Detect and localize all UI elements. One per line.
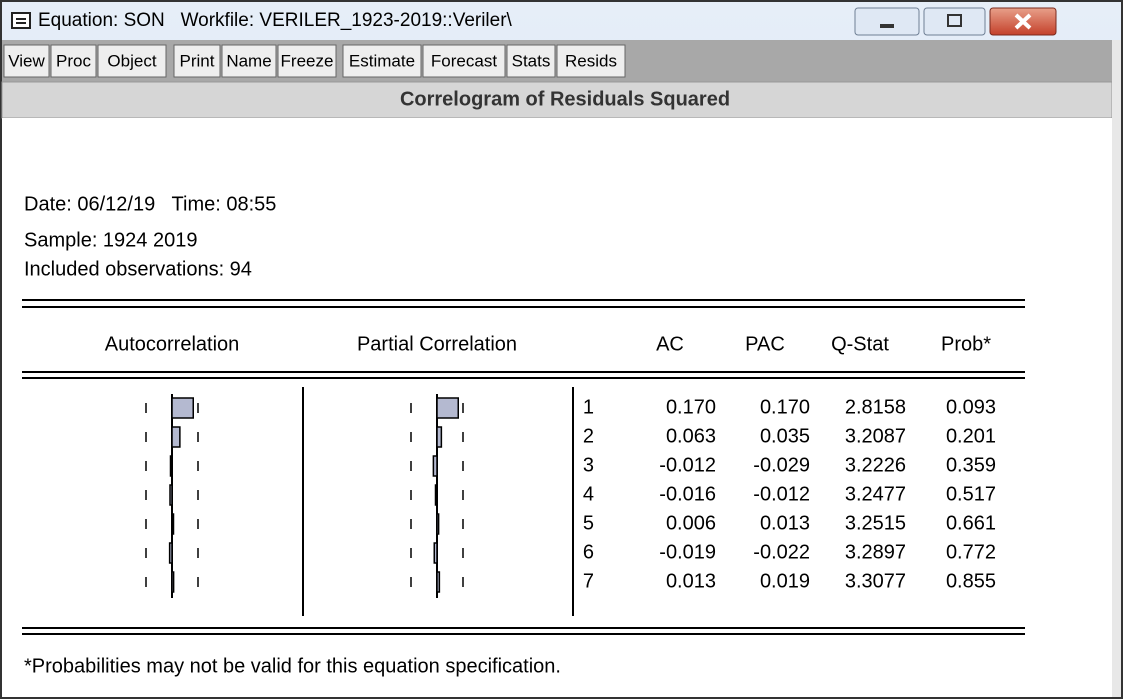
table-cell: -0.022 — [753, 541, 810, 563]
table-cell: 0.201 — [946, 425, 996, 447]
toolbar-button-label: Print — [180, 51, 215, 70]
correlation-bar — [169, 484, 173, 506]
table-cell: 3 — [583, 454, 594, 476]
table-cell: 0.359 — [946, 454, 996, 476]
table-cell: 0.855 — [946, 570, 996, 592]
toolbar-button-label: Estimate — [349, 51, 415, 70]
table-cell: 2 — [583, 425, 594, 447]
window-title: Equation: SON Workfile: VERILER_1923-201… — [38, 10, 513, 31]
table-cell: -0.029 — [753, 454, 810, 476]
correlation-bar — [171, 397, 194, 419]
correlation-bar — [169, 455, 173, 477]
toolbar-button-label: Stats — [512, 51, 551, 70]
correlation-bar — [168, 542, 173, 564]
correlation-bar — [436, 397, 459, 419]
toolbar-button-label: Name — [226, 51, 271, 70]
table-rules — [22, 299, 1025, 635]
table-cell: 7 — [583, 570, 594, 592]
column-header: Q-Stat — [831, 333, 889, 355]
toolbar-button-label: Freeze — [281, 51, 334, 70]
correlation-bar — [434, 484, 438, 506]
correlation-bar — [432, 455, 438, 477]
table-cell: -0.019 — [659, 541, 716, 563]
table-cell: 0.772 — [946, 541, 996, 563]
table-cell: 0.035 — [760, 425, 810, 447]
table-cell: 0.006 — [666, 512, 716, 534]
table-cell: -0.012 — [753, 483, 810, 505]
table-cell: -0.016 — [659, 483, 716, 505]
window-icon — [11, 12, 31, 29]
column-header: Partial Correlation — [357, 333, 517, 355]
window-edge — [1112, 40, 1121, 697]
table-cell: -0.012 — [659, 454, 716, 476]
toolbar-button[interactable] — [422, 44, 506, 78]
correlation-bar — [436, 571, 441, 593]
column-header: PAC — [745, 333, 785, 355]
toolbar-button[interactable] — [173, 44, 221, 78]
table-cell: 0.013 — [760, 512, 810, 534]
table-cell: 3.3077 — [845, 570, 906, 592]
table-cell: 3.2515 — [845, 512, 906, 534]
table-cell: 3.2897 — [845, 541, 906, 563]
column-header: Prob* — [941, 333, 991, 355]
toolbar-button[interactable] — [221, 44, 277, 78]
column-header: AC — [656, 333, 684, 355]
info-line: Sample: 1924 2019 — [24, 229, 197, 251]
toolbar-button-label: Proc — [56, 51, 91, 70]
table-cell: 0.093 — [946, 396, 996, 418]
column-header: Autocorrelation — [105, 333, 240, 355]
table-cell: 3.2087 — [845, 425, 906, 447]
correlation-bar — [171, 571, 175, 593]
correlation-bar — [436, 513, 440, 535]
toolbar-button[interactable] — [342, 44, 422, 78]
footnote: *Probabilities may not be valid for this… — [24, 655, 561, 677]
table-cell: 0.063 — [666, 425, 716, 447]
correlation-bar — [433, 542, 438, 564]
table-cell: 4 — [583, 483, 594, 505]
table-cell: 0.013 — [666, 570, 716, 592]
correlation-bar — [436, 426, 443, 448]
toolbar-button[interactable] — [506, 44, 556, 78]
table-cell: 6 — [583, 541, 594, 563]
table-cell: 3.2226 — [845, 454, 906, 476]
table-cell: 2.8158 — [845, 396, 906, 418]
toolbar-button[interactable] — [556, 44, 626, 78]
toolbar-button[interactable] — [97, 44, 167, 78]
info-line: Date: 06/12/19 Time: 08:55 — [24, 193, 276, 215]
table-cell: 3.2477 — [845, 483, 906, 505]
table-cell: 0.661 — [946, 512, 996, 534]
toolbar-button-label: View — [8, 51, 45, 70]
correlation-bar — [171, 426, 181, 448]
view-header: Correlogram of Residuals Squared — [400, 88, 730, 110]
toolbar-button[interactable] — [277, 44, 337, 78]
toolbar-button[interactable] — [3, 44, 50, 78]
toolbar-button-label: Object — [107, 51, 156, 70]
table-cell: 1 — [583, 396, 594, 418]
table-cell: 0.170 — [760, 396, 810, 418]
table-cell: 0.517 — [946, 483, 996, 505]
table-cell: 0.019 — [760, 570, 810, 592]
table-cell: 0.170 — [666, 396, 716, 418]
toolbar-button-label: Forecast — [431, 51, 497, 70]
minimize-button[interactable] — [854, 7, 920, 36]
toolbar-button-label: Resids — [565, 51, 617, 70]
maximize-button[interactable] — [923, 7, 986, 36]
info-line: Included observations: 94 — [24, 258, 252, 280]
toolbar-button[interactable] — [50, 44, 97, 78]
correlation-bar — [171, 513, 175, 535]
table-cell: 5 — [583, 512, 594, 534]
